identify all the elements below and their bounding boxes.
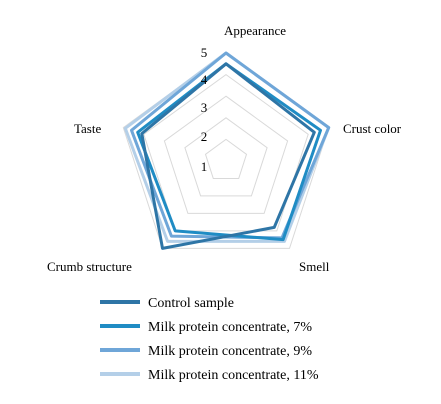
radar-grid: [122, 52, 330, 249]
axis-label-smell: Smell: [299, 259, 330, 274]
grid-ring-5: [122, 52, 330, 249]
legend-item-mpc-11: Milk protein concentrate, 11%: [100, 368, 319, 383]
radar-series: [123, 51, 331, 250]
grid-ring-2: [184, 117, 268, 197]
tick-label-3: 3: [201, 100, 208, 115]
series-line-2: [130, 51, 331, 240]
tick-label-4: 4: [201, 72, 208, 87]
series-line-0: [140, 62, 316, 250]
grid-ring-4: [143, 73, 309, 232]
tick-label-1: 1: [201, 159, 208, 174]
legend-label-mpc-9: Milk protein concentrate, 9%: [148, 344, 312, 359]
legend-item-mpc-9: Milk protein concentrate, 9%: [100, 344, 312, 359]
legend-label-mpc-7: Milk protein concentrate, 7%: [148, 320, 312, 335]
grid-ring-1: [204, 138, 248, 179]
axis-label-crumb-structure: Crumb structure: [47, 259, 132, 274]
axis-label-crust-color: Crust color: [343, 121, 402, 136]
legend: Control sample Milk protein concentrate,…: [100, 296, 319, 383]
legend-item-mpc-7: Milk protein concentrate, 7%: [100, 320, 312, 335]
tick-label-2: 2: [201, 129, 208, 144]
axis-label-appearance: Appearance: [224, 23, 286, 38]
legend-label-control: Control sample: [148, 296, 234, 311]
tick-label-5: 5: [201, 45, 208, 60]
legend-item-control: Control sample: [100, 296, 234, 311]
grid-ring-3: [163, 95, 289, 214]
legend-label-mpc-11: Milk protein concentrate, 11%: [148, 368, 319, 383]
axis-label-taste: Taste: [74, 121, 101, 136]
